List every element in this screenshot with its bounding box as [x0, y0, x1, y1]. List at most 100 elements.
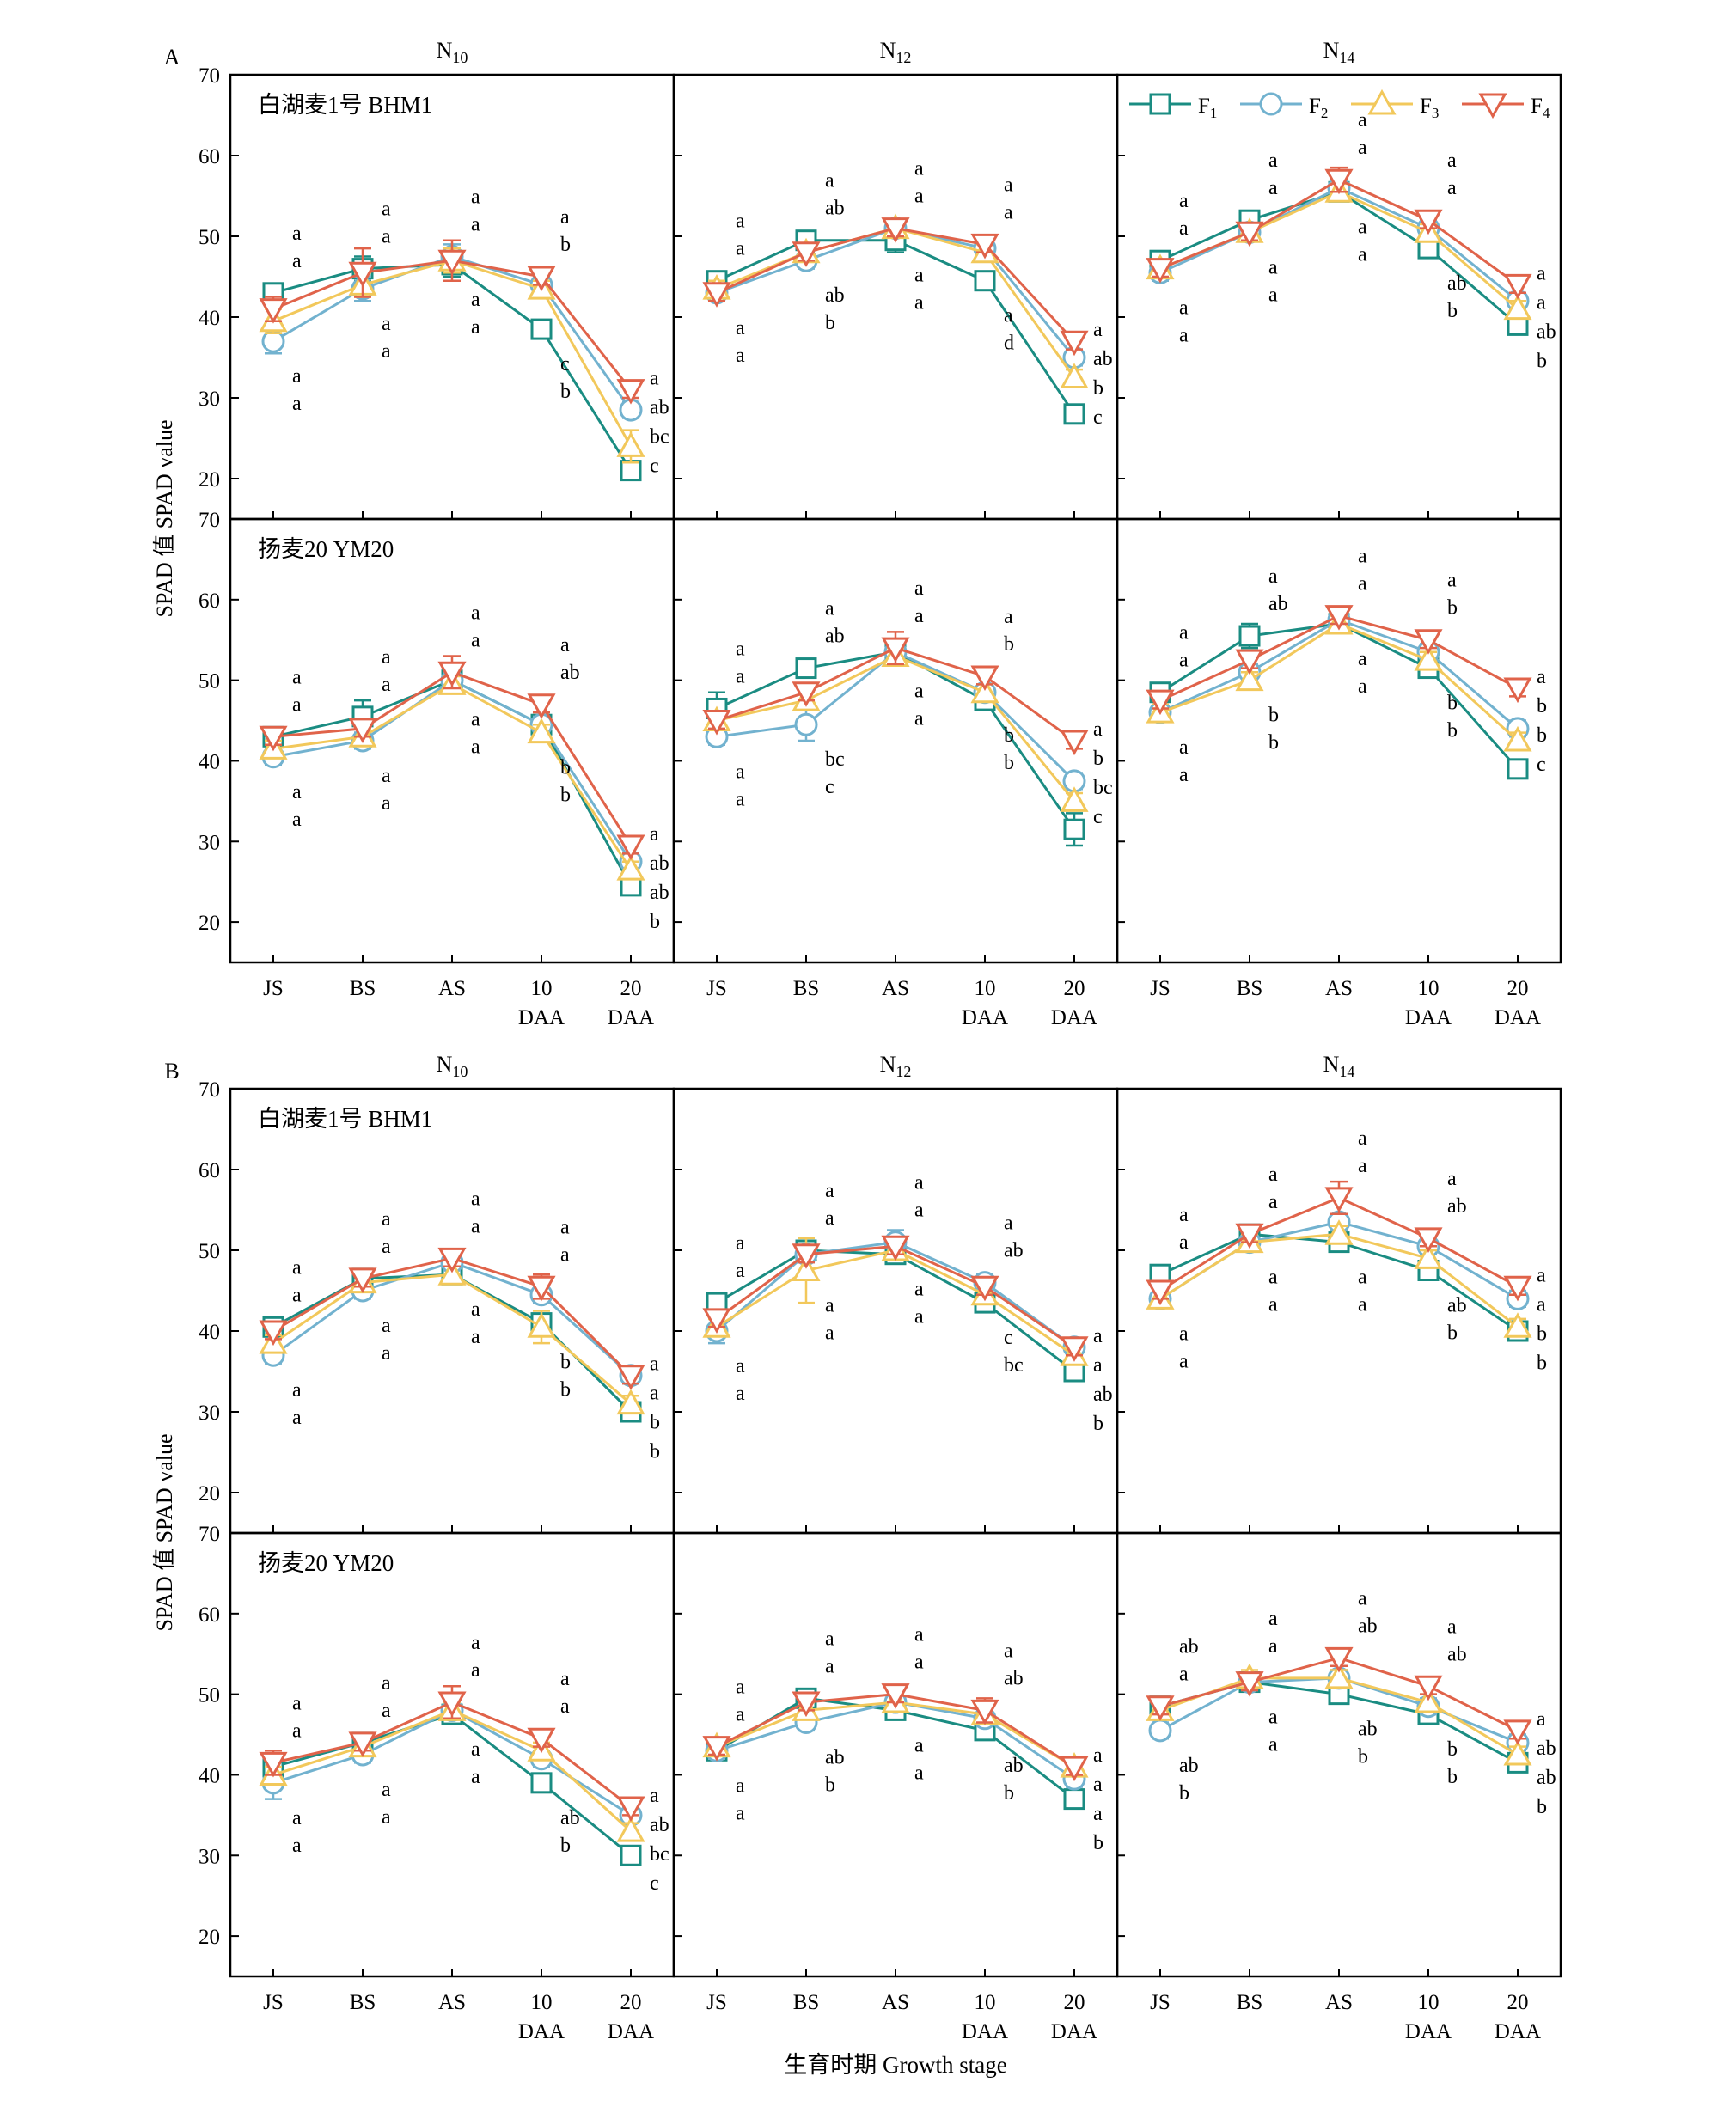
data-point — [530, 1772, 553, 1794]
data-point — [1507, 758, 1529, 780]
data-point — [1503, 273, 1532, 300]
significance-letter: a — [560, 1243, 570, 1266]
data-point — [881, 1683, 910, 1709]
significance-letter: b — [1093, 377, 1103, 400]
significance-letter: b — [1268, 732, 1279, 754]
significance-letter: a — [650, 1353, 659, 1376]
data-point — [970, 677, 999, 704]
series-F3 — [259, 1260, 645, 1415]
significance-letter: ab — [1093, 348, 1113, 370]
significance-letter: a — [825, 1628, 834, 1650]
significance-letter: a — [736, 1704, 745, 1726]
data-point — [527, 266, 556, 292]
series-F4 — [1146, 1180, 1532, 1306]
significance-letter: b — [1537, 1322, 1547, 1345]
series-line — [272, 1273, 633, 1414]
series-line — [272, 678, 633, 863]
data-point — [259, 1751, 288, 1778]
x-tick-label: DAA — [962, 2020, 1008, 2043]
significance-letter: b — [1093, 748, 1103, 770]
significance-letter: ab — [650, 852, 669, 875]
data-point — [1146, 689, 1175, 716]
significance-letter: a — [1537, 666, 1546, 688]
subplot-frame — [672, 1531, 1119, 1978]
significance-letter: a — [736, 345, 745, 367]
significance-letter: a — [736, 760, 745, 783]
letter-group: a ab bc — [1093, 319, 1113, 429]
significance-letter: a — [650, 1785, 659, 1807]
significance-letter: ab — [560, 1807, 580, 1829]
significance-letter: b — [650, 911, 660, 933]
significance-letter: a — [914, 577, 924, 600]
y-tick-label: 20 — [199, 468, 220, 492]
data-point — [616, 1796, 645, 1823]
significance-letter: a — [1093, 1354, 1103, 1377]
significance-letter: b — [560, 1378, 571, 1401]
series-F4 — [259, 239, 645, 405]
data-point — [1060, 363, 1089, 388]
significance-letter: a — [292, 1407, 302, 1429]
data-point — [616, 431, 645, 457]
data-point — [348, 1731, 377, 1757]
significance-letter: a — [292, 1807, 302, 1829]
subplot-frame — [1116, 1087, 1562, 1535]
significance-letter: a — [1179, 764, 1189, 786]
y-tick-label: 40 — [199, 750, 220, 773]
series-F4 — [702, 217, 1089, 357]
significance-letter: b — [650, 1412, 660, 1434]
significance-letter: a — [1358, 137, 1367, 159]
significance-letter: a — [736, 317, 745, 339]
data-point — [1063, 1788, 1085, 1811]
data-point — [348, 261, 377, 288]
x-tick-label: AS — [1325, 1991, 1353, 2014]
data-point — [1414, 209, 1443, 235]
data-point — [792, 1255, 821, 1281]
data-point — [259, 725, 288, 752]
significance-letter: a — [382, 646, 391, 669]
significance-letter: a — [914, 1172, 924, 1194]
data-point — [1060, 1756, 1089, 1782]
significance-letter: a — [1537, 291, 1546, 314]
y-tick-label: 50 — [199, 1240, 220, 1263]
data-point — [1324, 1219, 1354, 1245]
data-point — [620, 1844, 642, 1866]
data-point — [616, 379, 645, 405]
data-point — [1063, 818, 1085, 840]
letter-group: a ab bc c — [650, 368, 669, 478]
significance-letter: b — [1447, 1322, 1458, 1345]
significance-letter: a — [914, 292, 924, 315]
significance-letter: a — [1268, 1608, 1278, 1630]
significance-letter: a — [914, 1652, 924, 1674]
letter-group: aa ab b — [560, 1668, 580, 1857]
significance-letter: a — [1179, 1350, 1189, 1372]
series-F1 — [706, 227, 1085, 425]
significance-letter: a — [1358, 1127, 1367, 1150]
y-tick-label: 30 — [199, 1845, 220, 1868]
subplot-frame — [229, 517, 675, 964]
letter-group: a ab bb — [1268, 565, 1288, 754]
series-F1 — [262, 669, 642, 897]
significance-letter: a — [1004, 1212, 1013, 1235]
data-point — [1324, 1646, 1354, 1673]
significance-letter: a — [292, 1692, 302, 1714]
significance-letter: a — [1268, 1707, 1278, 1729]
column-title-base: N — [880, 38, 896, 63]
column-title: N10 — [437, 1052, 468, 1080]
legend-marker — [1259, 92, 1283, 116]
row-label: 白湖麦1号 BHM1 — [258, 92, 432, 118]
significance-letter: c — [650, 1872, 659, 1895]
column-title: N14 — [1323, 1052, 1355, 1080]
y-axis-label: SPAD 值 SPAD value — [152, 1434, 177, 1632]
significance-letter: ab — [650, 1814, 669, 1836]
significance-letter: a — [736, 1676, 745, 1699]
data-point — [1503, 1739, 1532, 1766]
data-point — [259, 298, 288, 324]
